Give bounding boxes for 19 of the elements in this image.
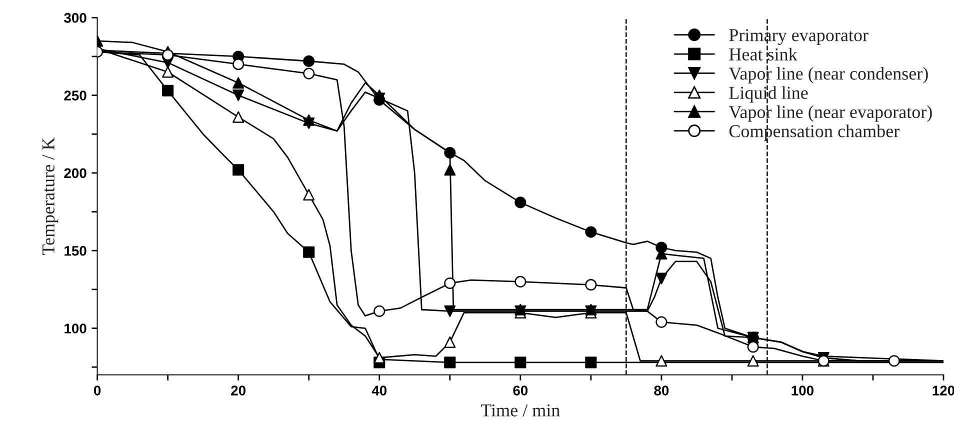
- y-tick-label: 300: [64, 12, 86, 23]
- legend-label: Vapor line (near condenser): [728, 67, 928, 84]
- x-tick-label: 0: [94, 386, 101, 396]
- legend-label: Compensation chamber: [729, 124, 900, 141]
- x-tick-label: 40: [372, 386, 387, 396]
- legend-label: Liquid line: [729, 86, 808, 103]
- x-tick-label: 100: [792, 386, 814, 396]
- x-tick-label: 80: [654, 386, 669, 396]
- y-tick-label: 250: [64, 90, 86, 100]
- y-tick-label: 150: [64, 246, 86, 256]
- y-tick-label: 100: [64, 324, 86, 334]
- y-axis-title: Temperature / K: [42, 137, 58, 255]
- legend-label: Heat sink: [729, 48, 798, 61]
- x-axis-title: Time / min: [480, 404, 560, 416]
- x-tick-label: 20: [231, 386, 246, 396]
- legend-label: Vapor line (near evaporator): [728, 105, 932, 122]
- y-tick-label: 200: [64, 168, 86, 178]
- x-tick-label: 60: [513, 386, 528, 396]
- legend-label: Primary evaporator: [729, 29, 868, 46]
